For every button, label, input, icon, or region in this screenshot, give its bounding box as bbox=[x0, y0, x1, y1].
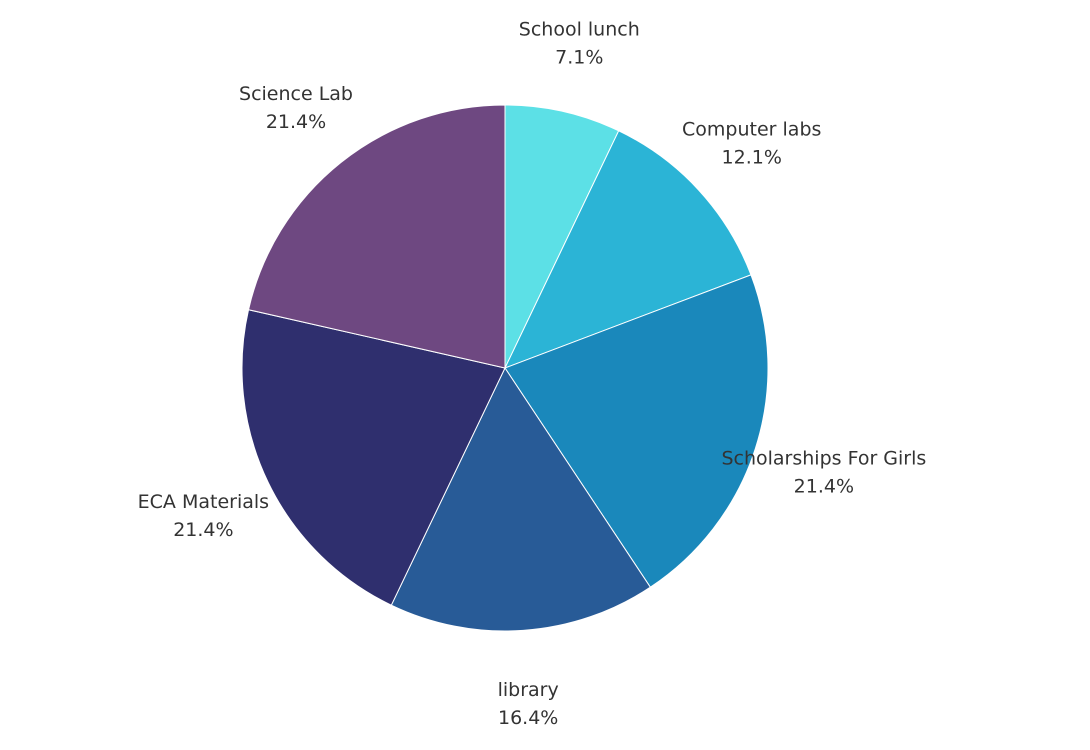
slice-label-science-lab: Science Lab bbox=[239, 83, 353, 105]
slice-label-eca-materials: ECA Materials bbox=[138, 491, 269, 513]
slice-value-school-lunch: 7.1% bbox=[555, 46, 603, 68]
pie-slice-computer-labs bbox=[504, 130, 752, 369]
slice-value-library: 16.4% bbox=[498, 707, 558, 729]
pie-slices bbox=[241, 104, 769, 632]
pie-slice-eca-materials bbox=[241, 309, 506, 606]
slice-label-school-lunch: School lunch bbox=[519, 18, 640, 40]
slice-value-science-lab: 21.4% bbox=[266, 111, 326, 133]
slice-value-scholarships-for-girls: 21.4% bbox=[794, 476, 854, 498]
pie-labels: School lunch 7.1% Computer labs 12.1% Schola… bbox=[138, 18, 927, 729]
slice-label-computer-labs: Computer labs bbox=[682, 118, 821, 140]
slice-value-eca-materials: 21.4% bbox=[173, 519, 233, 541]
slice-label-scholarships-for-girls: Scholarships For Girls bbox=[721, 448, 926, 470]
pie-slice-library bbox=[390, 366, 652, 632]
slice-label-library: library bbox=[498, 679, 559, 701]
slice-value-computer-labs: 12.1% bbox=[722, 146, 782, 168]
pie-slice-scholarships-for-girls bbox=[504, 274, 769, 588]
pie-slice-science-lab bbox=[247, 104, 506, 369]
pie-slice-school-lunch bbox=[504, 104, 620, 369]
